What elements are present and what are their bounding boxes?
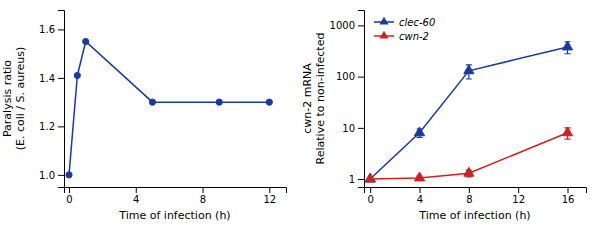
y-axis-title-line: cwn-2 mRNA [301,63,314,134]
x-axis: 0 4 8 12 [65,187,287,205]
legend-symbol [380,17,389,25]
tick-label: 10 [342,123,355,134]
point [365,173,375,182]
tick-label: 1.6 [39,24,55,35]
tick: 1.6 [39,24,64,35]
tick-label: 16 [562,194,575,205]
x-axis: 0 4 8 12 16 [365,187,587,205]
tick-mark [58,78,64,79]
tick-label: 0 [66,194,72,205]
y-axis-title-line: Relative to non-infected [314,33,327,165]
tick-label: 8 [466,194,472,205]
tick-mark [203,187,204,193]
tick-mark [358,25,364,26]
tick: 1000 [330,20,364,31]
tick-label: 100 [336,71,355,82]
point [562,127,572,136]
tick-label: 12 [263,194,276,205]
tick-mark [370,187,371,193]
tick: 16 [562,187,575,205]
y-axis: 1.0 1.2 1.4 1.6 [39,11,64,188]
legend: clec-60 cwn-2 [374,17,435,42]
point [216,99,222,105]
tick-mark [358,77,364,78]
tick-mark [358,179,364,180]
tick-label: 1.2 [39,121,55,132]
series-line [370,133,567,179]
plot-area [365,41,573,182]
axis-line [358,11,365,188]
tick: 1 [349,174,364,185]
legend-label: cwn-2 [399,31,429,42]
tick: 100 [336,71,364,82]
tick-mark [58,126,64,127]
point [414,172,424,181]
plot-area [66,38,272,178]
point [266,99,272,105]
panel: 0 4 8 12 1.0 1.2 1.4 1.6 Time of infection (h) Pa… [1,11,287,223]
tick-mark [358,128,364,129]
tick: 1.0 [39,170,64,181]
tick-mark [269,187,270,193]
tick-label: 1.0 [39,170,55,181]
y-axis-title-line: (E. coli / S. aureus) [14,47,27,151]
tick-label: 4 [417,194,423,205]
tick-label: 0 [367,194,373,205]
tick-mark [69,187,70,193]
legend-label: clec-60 [399,17,435,28]
tick-mark [420,187,421,193]
chart: 0 4 8 12 1.0 1.2 1.4 1.6 Time of infection (h) Pa… [0,0,600,225]
tick-mark [469,187,470,193]
tick: 12 [263,187,276,205]
tick-mark [568,187,569,193]
tick: 4 [133,187,139,205]
panel: 0 4 8 12 16 1 10 100 1000 Time of infection (h) cw… [301,11,587,223]
tick-mark [518,187,519,193]
tick: 8 [200,187,206,205]
axis-line [365,188,587,194]
tick: 0 [66,187,72,205]
axis-line [58,11,65,188]
axis-line [65,188,287,194]
point [414,127,424,136]
series-line [370,47,567,179]
y-axis-title: Paralysis ratio(E. coli / S. aureus) [1,47,27,151]
legend-symbol [380,31,389,39]
tick-mark [136,187,137,193]
tick: 1.4 [39,73,64,84]
tick-label: 1 [349,174,355,185]
tick: 4 [417,187,423,205]
tick-label: 12 [512,194,525,205]
tick-label: 8 [200,194,206,205]
point [464,167,474,176]
point [562,41,572,50]
tick-mark [58,175,64,176]
tick: 10 [342,123,364,134]
tick-label: 1.4 [39,73,55,84]
point [365,173,375,182]
tick: 1.2 [39,121,64,132]
x-axis-title: Time of infection (h) [418,209,530,222]
tick: 12 [512,187,525,205]
y-axis: 1 10 100 1000 [330,11,365,188]
point [74,72,80,78]
point [66,172,72,178]
point [149,99,155,105]
tick-label: 1000 [330,20,355,31]
point [83,38,89,44]
point [464,65,474,74]
tick: 0 [367,187,373,205]
tick-mark [58,29,64,30]
tick: 8 [466,187,472,205]
tick-label: 4 [133,194,139,205]
y-axis-title-line: Paralysis ratio [1,60,14,137]
legend-item: cwn-2 [374,31,429,42]
legend-item: clec-60 [374,17,435,28]
x-axis-title: Time of infection (h) [118,209,230,222]
y-axis-title: cwn-2 mRNARelative to non-infected [301,33,327,165]
series-line [69,42,269,175]
